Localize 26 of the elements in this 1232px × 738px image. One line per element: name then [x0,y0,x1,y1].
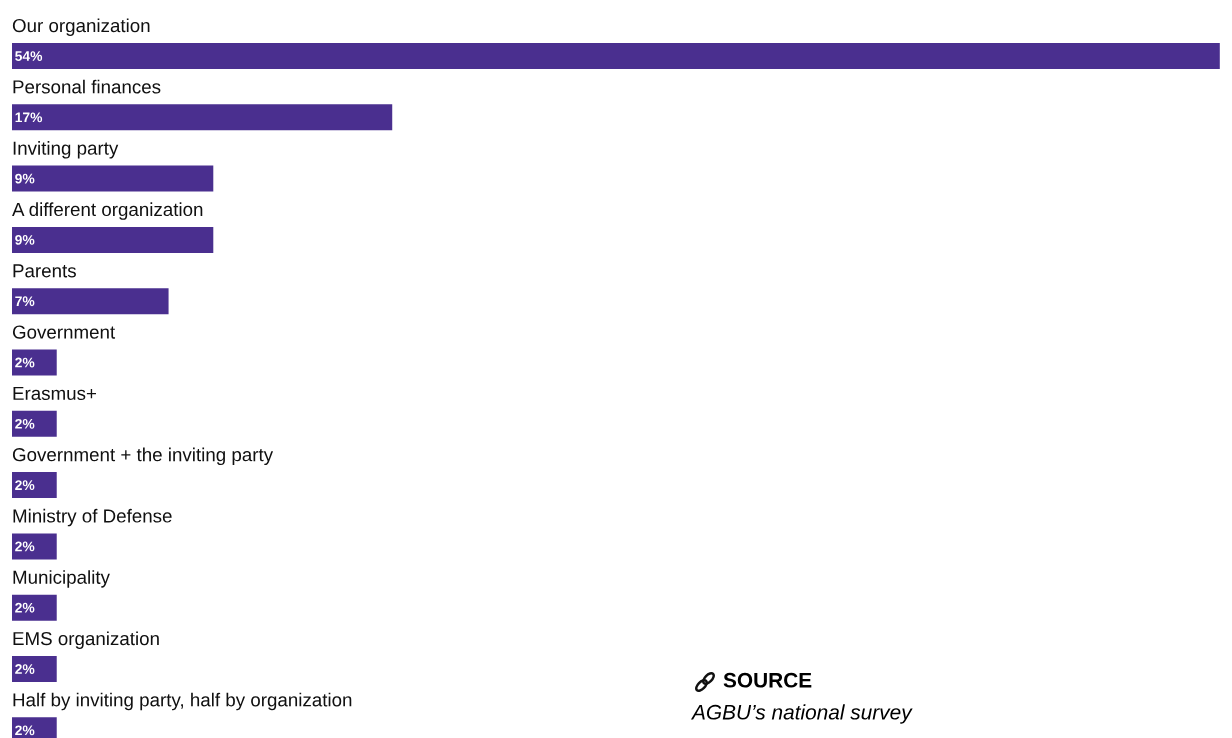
data-label: 54% [15,51,43,61]
y-tick-label: Ministry of Defense [13,508,172,527]
y-tick-label: Parents [13,264,76,278]
data-label: 2% [15,602,35,613]
data-label: 17% [15,112,43,123]
y-tick-label: Our organization [12,18,150,36]
data-label: 2% [15,541,35,552]
y-tick-label: Municipality [13,570,110,588]
y-tick-label: Half by inviting party, half by organization [13,692,352,711]
data-label: 2% [15,418,35,429]
y-tick-label: A different organization [12,202,203,220]
y-tick-label: EMS organization [13,631,159,649]
data-label: 2% [15,357,35,368]
annotation: SOURCE [723,672,812,688]
annotation: AGBU’s national survey [690,704,913,724]
y-tick-label: Government [12,325,116,339]
data-label: 7% [15,296,35,307]
y-tick-label: Inviting party [13,141,119,159]
y-tick-label: Erasmus+ [13,386,96,401]
data-label: 2% [15,480,35,491]
y-tick-label: Personal finances [13,79,161,94]
data-label: 9% [15,235,35,245]
y-tick-label: Government + the inviting party [12,447,274,466]
data-label: 2% [15,664,35,674]
data-label: 2% [15,725,35,736]
data-label: 9% [15,173,35,184]
